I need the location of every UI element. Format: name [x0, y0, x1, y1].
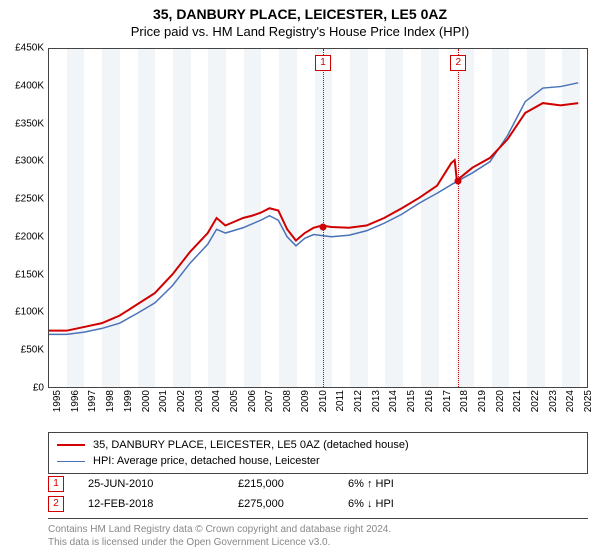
- series-svg: [49, 49, 587, 387]
- x-tick-label: 2005: [229, 390, 240, 424]
- sale-delta: 6% ↑ HPI: [348, 478, 468, 490]
- sale-price: £275,000: [238, 498, 348, 510]
- y-tick-label: £400K: [0, 80, 44, 91]
- x-tick-label: 2013: [371, 390, 382, 424]
- sale-date: 25-JUN-2010: [88, 478, 238, 490]
- x-tick-label: 1996: [70, 390, 81, 424]
- x-tick-label: 2015: [406, 390, 417, 424]
- x-tick-label: 1997: [87, 390, 98, 424]
- x-tick-label: 2010: [318, 390, 329, 424]
- x-tick-label: 2002: [176, 390, 187, 424]
- x-tick-label: 2023: [548, 390, 559, 424]
- x-tick-label: 2008: [282, 390, 293, 424]
- series-line-property: [49, 103, 578, 331]
- legend-swatch-hpi: [57, 461, 85, 462]
- x-tick-label: 2025: [583, 390, 594, 424]
- footer-line-1: Contains HM Land Registry data © Crown c…: [48, 523, 588, 536]
- sales-table: 1 25-JUN-2010 £215,000 6% ↑ HPI 2 12-FEB…: [48, 474, 588, 514]
- y-tick-label: £450K: [0, 43, 44, 54]
- sales-row: 1 25-JUN-2010 £215,000 6% ↑ HPI: [48, 474, 588, 494]
- chart-container: 35, DANBURY PLACE, LEICESTER, LE5 0AZ Pr…: [0, 0, 600, 560]
- legend-label-property: 35, DANBURY PLACE, LEICESTER, LE5 0AZ (d…: [93, 439, 409, 451]
- sale-dot: [455, 178, 462, 185]
- sale-chart-marker: 2: [450, 55, 466, 71]
- chart-title: 35, DANBURY PLACE, LEICESTER, LE5 0AZ: [0, 0, 600, 22]
- x-tick-label: 2007: [264, 390, 275, 424]
- legend-item-property: 35, DANBURY PLACE, LEICESTER, LE5 0AZ (d…: [57, 437, 579, 453]
- x-tick-label: 2000: [141, 390, 152, 424]
- y-tick-label: £100K: [0, 307, 44, 318]
- y-tick-label: £0: [0, 383, 44, 394]
- x-tick-label: 2011: [335, 390, 346, 424]
- legend-item-hpi: HPI: Average price, detached house, Leic…: [57, 453, 579, 469]
- x-tick-label: 2003: [194, 390, 205, 424]
- x-tick-label: 2022: [530, 390, 541, 424]
- sale-price: £215,000: [238, 478, 348, 490]
- sales-row: 2 12-FEB-2018 £275,000 6% ↓ HPI: [48, 494, 588, 514]
- x-tick-label: 2004: [211, 390, 222, 424]
- y-tick-label: £300K: [0, 156, 44, 167]
- x-tick-label: 1995: [52, 390, 63, 424]
- x-tick-label: 2001: [158, 390, 169, 424]
- x-tick-label: 2009: [300, 390, 311, 424]
- x-tick-label: 2021: [512, 390, 523, 424]
- y-tick-label: £200K: [0, 231, 44, 242]
- sale-vline: [458, 49, 459, 387]
- x-tick-label: 2019: [477, 390, 488, 424]
- sale-chart-marker: 1: [315, 55, 331, 71]
- x-tick-label: 2018: [459, 390, 470, 424]
- x-tick-label: 1999: [123, 390, 134, 424]
- x-tick-label: 2014: [388, 390, 399, 424]
- legend-swatch-property: [57, 444, 85, 446]
- y-tick-label: £250K: [0, 194, 44, 205]
- plot-area: 12: [48, 48, 588, 388]
- x-tick-label: 1998: [105, 390, 116, 424]
- y-tick-label: £150K: [0, 269, 44, 280]
- series-line-hpi: [49, 83, 578, 335]
- x-tick-label: 2024: [565, 390, 576, 424]
- footer: Contains HM Land Registry data © Crown c…: [48, 518, 588, 549]
- sale-marker-2: 2: [48, 496, 64, 512]
- x-tick-label: 2020: [495, 390, 506, 424]
- x-tick-label: 2006: [247, 390, 258, 424]
- y-tick-label: £350K: [0, 118, 44, 129]
- y-tick-label: £50K: [0, 345, 44, 356]
- sale-vline: [323, 49, 324, 387]
- x-tick-label: 2016: [424, 390, 435, 424]
- x-tick-label: 2012: [353, 390, 364, 424]
- sale-delta: 6% ↓ HPI: [348, 498, 468, 510]
- legend-label-hpi: HPI: Average price, detached house, Leic…: [93, 455, 320, 467]
- sale-dot: [320, 223, 327, 230]
- footer-line-2: This data is licensed under the Open Gov…: [48, 536, 588, 549]
- chart-subtitle: Price paid vs. HM Land Registry's House …: [0, 22, 600, 39]
- legend: 35, DANBURY PLACE, LEICESTER, LE5 0AZ (d…: [48, 432, 588, 474]
- sale-marker-1: 1: [48, 476, 64, 492]
- x-tick-label: 2017: [442, 390, 453, 424]
- sale-date: 12-FEB-2018: [88, 498, 238, 510]
